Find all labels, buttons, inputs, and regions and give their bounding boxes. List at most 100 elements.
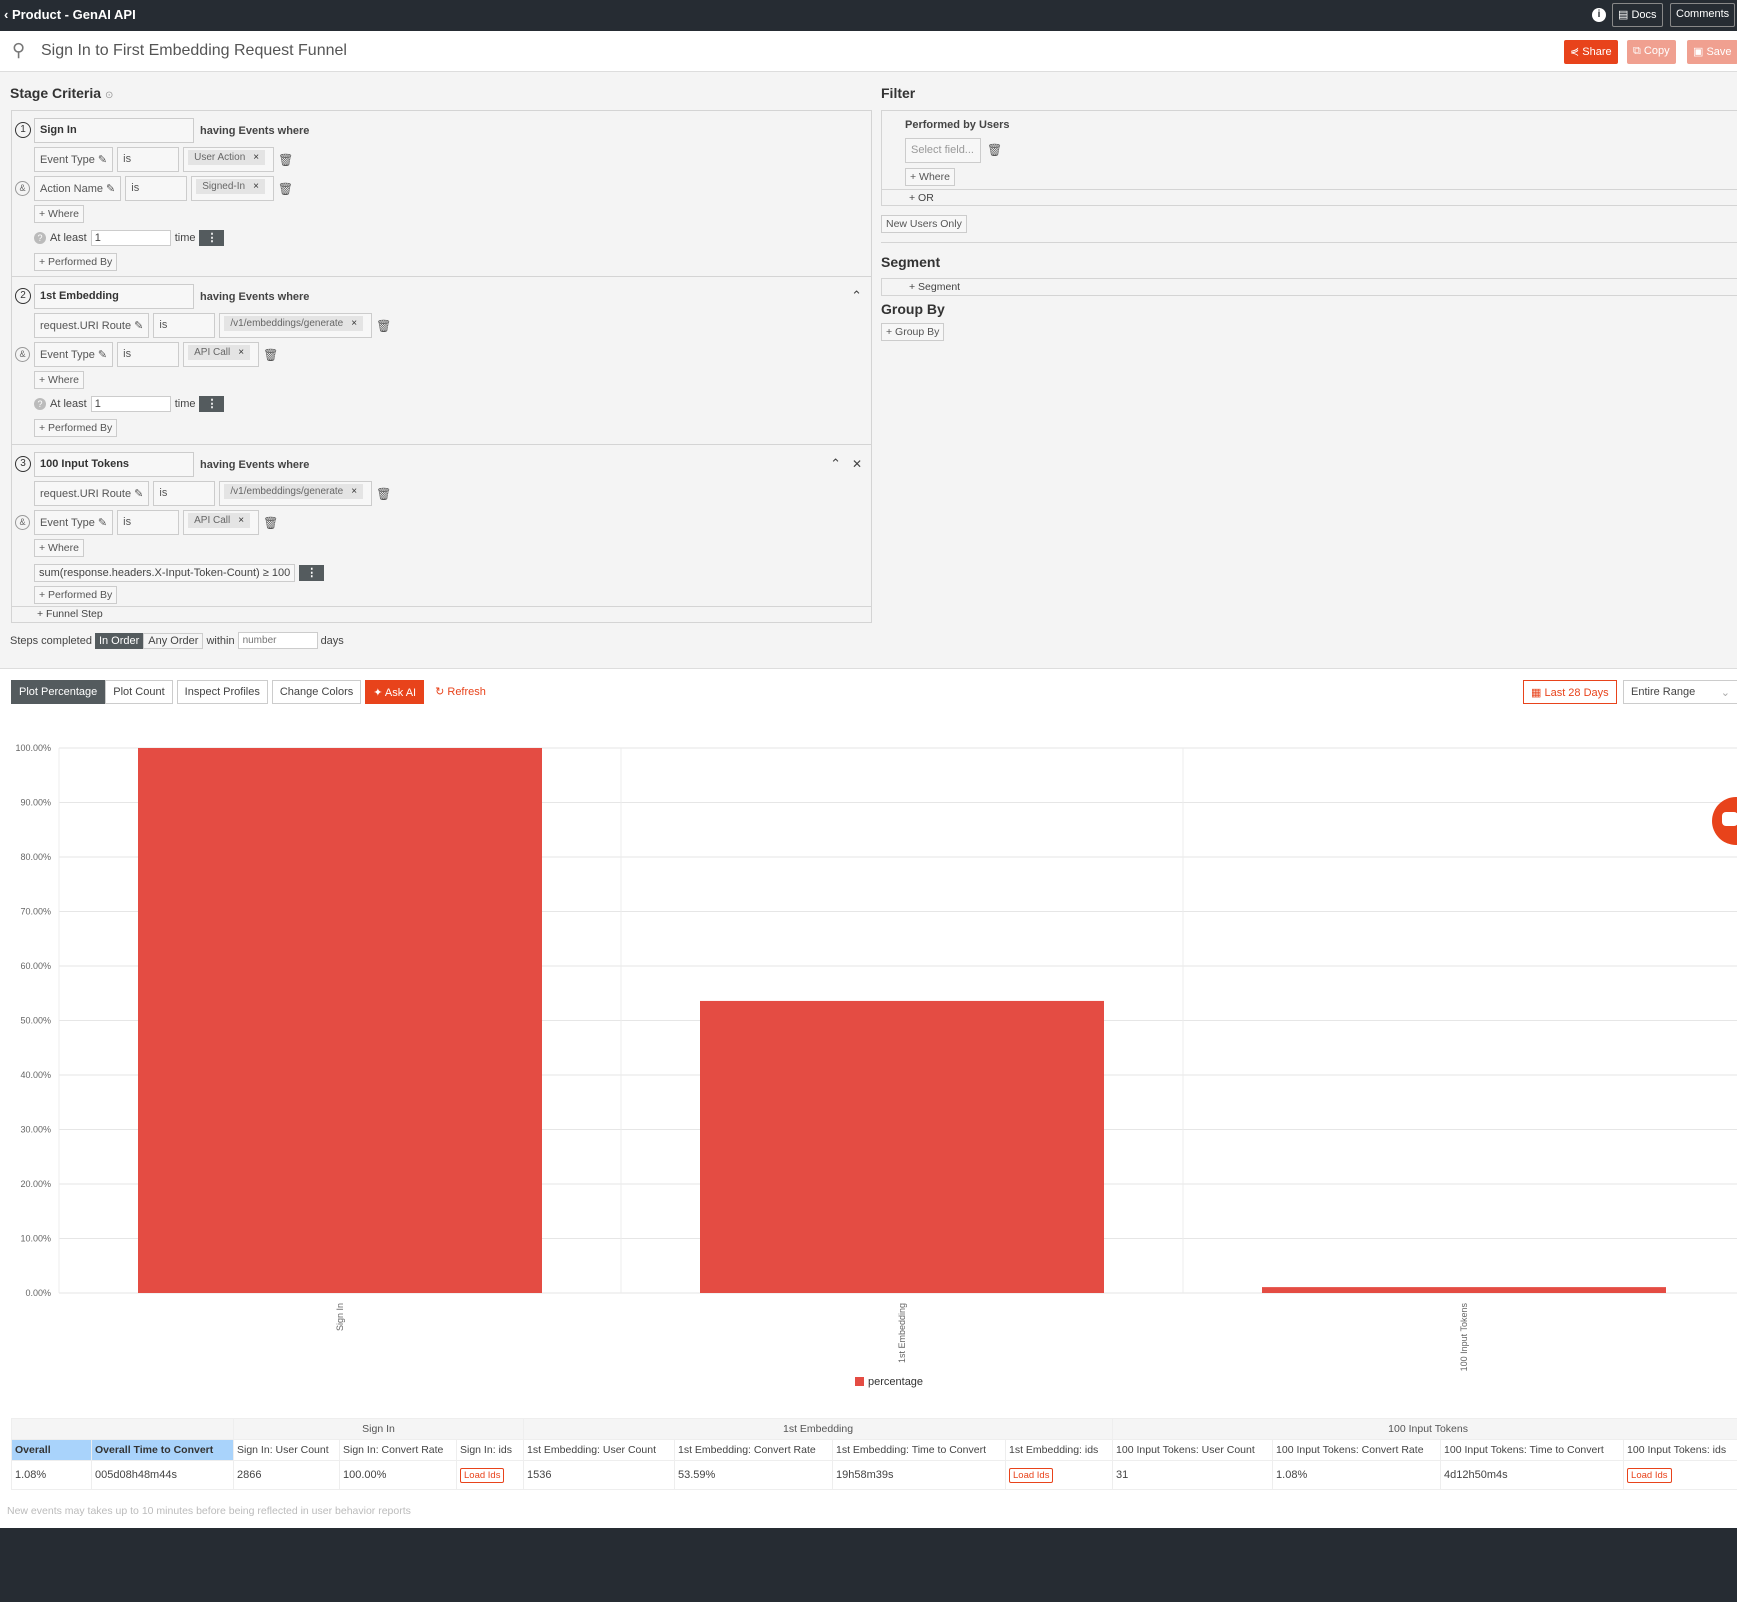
table-header[interactable]: 1st Embedding: Convert Rate	[674, 1439, 833, 1461]
select-field-input[interactable]: Select field...	[905, 138, 981, 163]
add-or-button[interactable]: + OR	[882, 189, 1737, 206]
more-options-icon[interactable]: ⋮	[299, 564, 325, 581]
table-header[interactable]: 1st Embedding: Time to Convert	[832, 1439, 1006, 1461]
having-events-label: having Events where	[200, 458, 310, 471]
comments-button[interactable]: Comments	[1670, 3, 1736, 27]
condition-operator[interactable]: is	[117, 510, 180, 535]
table-header[interactable]: Overall	[11, 1439, 92, 1461]
load-ids-button[interactable]: Load Ids	[1627, 1468, 1672, 1483]
in-order-toggle[interactable]: In Order	[94, 632, 144, 649]
remove-icon[interactable]: ×	[253, 181, 259, 192]
chevron-up-icon[interactable]: ⌃	[830, 456, 841, 471]
plot-percentage-button[interactable]: Plot Percentage	[11, 680, 106, 704]
load-ids-button[interactable]: Load Ids	[460, 1468, 505, 1483]
x-tick-label: 100 Input Tokens	[1459, 1303, 1469, 1372]
inspect-profiles-button[interactable]: Inspect Profiles	[176, 680, 268, 704]
condition-operator[interactable]: is	[153, 313, 216, 338]
trash-icon[interactable]: 🗑	[277, 181, 294, 196]
remove-icon[interactable]: ×	[238, 347, 245, 358]
remove-icon[interactable]: ×	[351, 486, 358, 497]
at-least-input[interactable]: 1	[90, 230, 171, 246]
condition-field[interactable]: Action Name ✎	[34, 176, 122, 201]
share-button[interactable]: ⋞ Share	[1564, 40, 1618, 64]
pencil-icon[interactable]: ✎	[94, 154, 108, 166]
any-order-toggle[interactable]: Any Order	[143, 632, 204, 649]
condition-operator[interactable]: is	[153, 481, 216, 506]
add-funnel-step-button[interactable]: + Funnel Step	[37, 608, 103, 620]
help-icon: ?	[34, 398, 46, 410]
table-header[interactable]: Sign In: User Count	[233, 1439, 340, 1461]
trash-icon[interactable]: 🗑	[263, 347, 279, 362]
copy-button[interactable]: ⧉ Copy	[1627, 40, 1676, 64]
table-header[interactable]: 1st Embedding: ids	[1004, 1439, 1114, 1461]
stage-name-input[interactable]: 100 Input Tokens	[34, 452, 194, 477]
help-icon[interactable]: ⊙	[104, 90, 114, 101]
condition-value[interactable]: Signed-In ×	[191, 176, 274, 201]
trash-icon[interactable]: 🗑	[278, 152, 294, 167]
condition-field[interactable]: Event Type ✎	[34, 510, 114, 535]
add-where-button[interactable]: + Where	[34, 371, 84, 389]
condition-value[interactable]: /v1/embeddings/generate ×	[219, 481, 373, 506]
plot-count-button[interactable]: Plot Count	[105, 680, 173, 704]
condition-value[interactable]: API Call ×	[183, 342, 260, 367]
trash-icon[interactable]: 🗑	[987, 143, 1003, 157]
table-header[interactable]: 100 Input Tokens: User Count	[1112, 1439, 1274, 1461]
trash-icon[interactable]: 🗑	[376, 318, 392, 333]
back-link[interactable]: ‹ Product - GenAI API	[4, 7, 136, 22]
add-performed-by-button[interactable]: + Performed By	[34, 419, 118, 437]
table-header[interactable]: Sign In: Convert Rate	[339, 1439, 457, 1461]
pencil-icon[interactable]: ✎	[131, 488, 144, 500]
condition-field[interactable]: Event Type ✎	[34, 342, 114, 367]
add-where-button[interactable]: + Where	[34, 539, 84, 557]
condition-value[interactable]: /v1/embeddings/generate ×	[219, 313, 373, 338]
condition-value[interactable]: API Call ×	[183, 510, 260, 535]
stage-name-input[interactable]: 1st Embedding	[34, 284, 194, 309]
load-ids-button[interactable]: Load Ids	[1009, 1468, 1054, 1483]
more-options-icon[interactable]: ⋮	[199, 230, 225, 246]
date-range-button[interactable]: ▦ Last 28 Days	[1523, 680, 1617, 704]
condition-operator[interactable]: is	[117, 342, 180, 367]
range-select[interactable]: Entire Range ⌄	[1623, 680, 1737, 704]
remove-icon[interactable]: ×	[238, 515, 245, 526]
table-header[interactable]: 100 Input Tokens: Time to Convert	[1440, 1439, 1625, 1461]
pencil-icon[interactable]: ✎	[102, 183, 116, 195]
condition-operator[interactable]: is	[117, 147, 180, 172]
at-least-input[interactable]: 1	[90, 396, 171, 412]
within-days-input[interactable]	[237, 632, 318, 649]
trash-icon[interactable]: 🗑	[376, 486, 392, 501]
more-options-icon[interactable]: ⋮	[199, 396, 225, 412]
trash-icon[interactable]: 🗑	[263, 515, 279, 530]
add-performed-by-button[interactable]: + Performed By	[34, 253, 118, 271]
condition-value[interactable]: User Action ×	[183, 147, 275, 172]
refresh-button[interactable]: ↻ Refresh	[428, 680, 493, 704]
table-header[interactable]: Sign In: ids	[456, 1439, 524, 1461]
condition-field[interactable]: request.URI Route ✎	[34, 313, 150, 338]
stage-name-input[interactable]: Sign In	[34, 118, 194, 143]
remove-icon[interactable]: ×	[253, 152, 260, 163]
pencil-icon[interactable]: ✎	[94, 517, 108, 529]
remove-icon[interactable]: ×	[351, 318, 358, 329]
new-users-only-button[interactable]: New Users Only	[881, 215, 967, 233]
pencil-icon[interactable]: ✎	[131, 320, 144, 332]
aggregate-condition[interactable]: sum(response.headers.X-Input-Token-Count…	[34, 563, 296, 582]
ask-ai-button[interactable]: ✦ Ask AI	[365, 680, 425, 704]
info-icon[interactable]: i	[1592, 8, 1606, 22]
condition-field[interactable]: Event Type ✎	[34, 147, 114, 172]
save-button[interactable]: ▣ Save	[1687, 40, 1737, 64]
filter-where-button[interactable]: + Where	[905, 168, 955, 186]
close-icon[interactable]: ✕	[851, 457, 862, 471]
chevron-up-icon[interactable]: ⌃	[851, 288, 862, 303]
table-header[interactable]: 100 Input Tokens: Convert Rate	[1272, 1439, 1442, 1461]
condition-operator[interactable]: is	[125, 176, 188, 201]
table-header[interactable]: 1st Embedding: User Count	[523, 1439, 675, 1461]
table-header[interactable]: 100 Input Tokens: ids	[1623, 1439, 1737, 1461]
add-where-button[interactable]: + Where	[34, 205, 84, 223]
add-group-by-button[interactable]: + Group By	[881, 323, 945, 341]
docs-button[interactable]: ▤ Docs	[1612, 3, 1663, 27]
condition-field[interactable]: request.URI Route ✎	[34, 481, 150, 506]
add-segment-button[interactable]: + Segment	[881, 278, 1737, 296]
add-performed-by-button[interactable]: + Performed By	[34, 586, 118, 604]
pencil-icon[interactable]: ✎	[94, 349, 108, 361]
table-header[interactable]: Overall Time to Convert	[91, 1439, 234, 1461]
change-colors-button[interactable]: Change Colors	[271, 680, 362, 704]
